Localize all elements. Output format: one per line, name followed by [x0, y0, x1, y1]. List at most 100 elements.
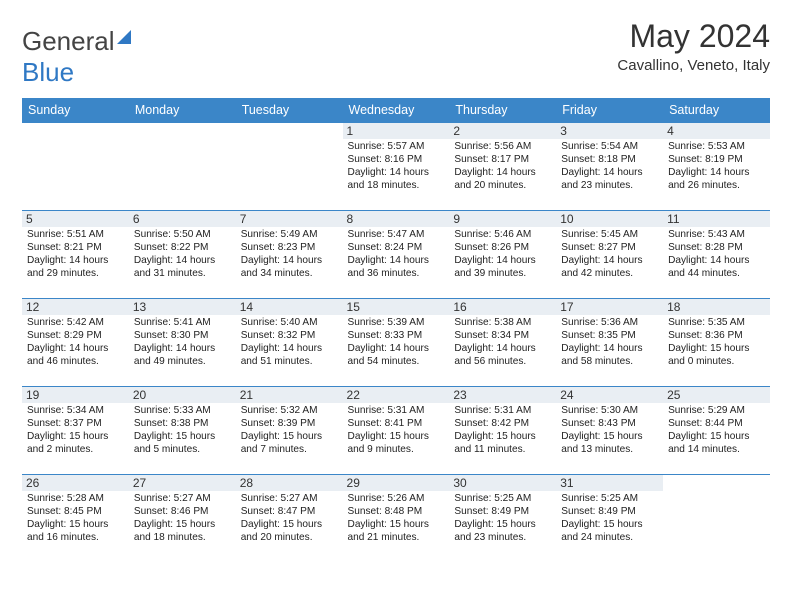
sunrise-text: Sunrise: 5:34 AM — [27, 405, 124, 418]
sunrise-text: Sunrise: 5:25 AM — [561, 493, 658, 506]
daylight-text: Daylight: 14 hours and 44 minutes. — [668, 255, 765, 281]
day-detail: Sunrise: 5:50 AMSunset: 8:22 PMDaylight:… — [134, 229, 231, 281]
day-number: 19 — [22, 387, 129, 403]
calendar-cell: 21Sunrise: 5:32 AMSunset: 8:39 PMDayligh… — [236, 387, 343, 475]
daylight-text: Daylight: 14 hours and 54 minutes. — [348, 343, 445, 369]
day-number: 25 — [663, 387, 770, 403]
location-subtitle: Cavallino, Veneto, Italy — [617, 57, 770, 74]
calendar-cell: 10Sunrise: 5:45 AMSunset: 8:27 PMDayligh… — [556, 211, 663, 299]
daylight-text: Daylight: 14 hours and 42 minutes. — [561, 255, 658, 281]
sunrise-text: Sunrise: 5:42 AM — [27, 317, 124, 330]
daylight-text: Daylight: 15 hours and 9 minutes. — [348, 431, 445, 457]
sunset-text: Sunset: 8:44 PM — [668, 418, 765, 431]
day-number: 7 — [236, 211, 343, 227]
calendar-cell: 25 Sunrise: 5:29 AMSunset: 8:44 PMDayligh… — [663, 387, 770, 475]
calendar-cell: 4Sunrise: 5:53 AMSunset: 8:19 PMDaylight… — [663, 123, 770, 211]
daylight-text: Daylight: 14 hours and 58 minutes. — [561, 343, 658, 369]
title-block: May 2024 Cavallino, Veneto, Italy — [617, 18, 770, 74]
day-detail: Sunrise: 5:28 AMSunset: 8:45 PMDaylight:… — [27, 493, 124, 545]
day-number: 27 — [129, 475, 236, 491]
sunrise-text: Sunrise: 5:40 AM — [241, 317, 338, 330]
calendar-cell: 27Sunrise: 5:27 AMSunset: 8:46 PMDayligh… — [129, 475, 236, 563]
daylight-text: Daylight: 14 hours and 18 minutes. — [348, 167, 445, 193]
sunset-text: Sunset: 8:24 PM — [348, 242, 445, 255]
sunset-text: Sunset: 8:27 PM — [561, 242, 658, 255]
day-number: 11 — [663, 211, 770, 227]
day-number: 23 — [449, 387, 556, 403]
day-number: 22 — [343, 387, 450, 403]
day-number: 10 — [556, 211, 663, 227]
sunset-text: Sunset: 8:30 PM — [134, 330, 231, 343]
calendar-cell — [236, 123, 343, 211]
sunrise-text: Sunrise: 5:38 AM — [454, 317, 551, 330]
sunrise-text: Sunrise: 5:33 AM — [134, 405, 231, 418]
daylight-text: Daylight: 14 hours and 36 minutes. — [348, 255, 445, 281]
day-number: 16 — [449, 299, 556, 315]
sunrise-text: Sunrise: 5:27 AM — [241, 493, 338, 506]
logo: General Blue — [22, 18, 131, 88]
day-detail: Sunrise: 5:46 AMSunset: 8:26 PMDaylight:… — [454, 229, 551, 281]
calendar-cell: 16Sunrise: 5:38 AMSunset: 8:34 PMDayligh… — [449, 299, 556, 387]
sunrise-text: Sunrise: 5:54 AM — [561, 141, 658, 154]
calendar-cell: 28Sunrise: 5:27 AMSunset: 8:47 PMDayligh… — [236, 475, 343, 563]
day-number: 8 — [343, 211, 450, 227]
sunset-text: Sunset: 8:18 PM — [561, 154, 658, 167]
sunset-text: Sunset: 8:19 PM — [668, 154, 765, 167]
daylight-text: Daylight: 15 hours and 2 minutes. — [27, 431, 124, 457]
day-header: Saturday — [663, 98, 770, 123]
calendar-cell: 30Sunrise: 5:25 AMSunset: 8:49 PMDayligh… — [449, 475, 556, 563]
day-number: 31 — [556, 475, 663, 491]
calendar-week: 26Sunrise: 5:28 AMSunset: 8:45 PMDayligh… — [22, 475, 770, 563]
calendar-page: General Blue May 2024 Cavallino, Veneto,… — [0, 0, 792, 575]
logo-text: General Blue — [22, 26, 131, 87]
sunrise-text: Sunrise: 5:57 AM — [348, 141, 445, 154]
sunset-text: Sunset: 8:48 PM — [348, 506, 445, 519]
sunset-text: Sunset: 8:37 PM — [27, 418, 124, 431]
sunrise-text: Sunrise: 5:36 AM — [561, 317, 658, 330]
sunrise-text: Sunrise: 5:46 AM — [454, 229, 551, 242]
day-number: 28 — [236, 475, 343, 491]
calendar-week: 1 Sunrise: 5:57 AMSunset: 8:16 PMDaylight… — [22, 123, 770, 211]
day-detail: Sunrise: 5:57 AMSunset: 8:16 PMDaylight:… — [348, 141, 445, 193]
day-number: 17 — [556, 299, 663, 315]
sunrise-text: Sunrise: 5:49 AM — [241, 229, 338, 242]
calendar-cell: 19 Sunrise: 5:34 AMSunset: 8:37 PMDayligh… — [22, 387, 129, 475]
daylight-text: Daylight: 14 hours and 26 minutes. — [668, 167, 765, 193]
day-detail: Sunrise: 5:40 AMSunset: 8:32 PMDaylight:… — [241, 317, 338, 369]
sunrise-text: Sunrise: 5:35 AM — [668, 317, 765, 330]
day-detail: Sunrise: 5:34 AMSunset: 8:37 PMDaylight:… — [27, 405, 124, 457]
sunset-text: Sunset: 8:38 PM — [134, 418, 231, 431]
daylight-text: Daylight: 14 hours and 23 minutes. — [561, 167, 658, 193]
daylight-text: Daylight: 15 hours and 24 minutes. — [561, 519, 658, 545]
day-number: 1 — [343, 123, 450, 139]
sunrise-text: Sunrise: 5:25 AM — [454, 493, 551, 506]
sunset-text: Sunset: 8:26 PM — [454, 242, 551, 255]
calendar-cell: 23 Sunrise: 5:31 AMSunset: 8:42 PMDayligh… — [449, 387, 556, 475]
calendar-head: SundayMondayTuesdayWednesdayThursdayFrid… — [22, 98, 770, 123]
calendar-cell: 5Sunrise: 5:51 AMSunset: 8:21 PMDaylight… — [22, 211, 129, 299]
daylight-text: Daylight: 14 hours and 46 minutes. — [27, 343, 124, 369]
sunset-text: Sunset: 8:21 PM — [27, 242, 124, 255]
sunrise-text: Sunrise: 5:29 AM — [668, 405, 765, 418]
day-number: 18 — [663, 299, 770, 315]
page-header: General Blue May 2024 Cavallino, Veneto,… — [22, 18, 770, 88]
sunrise-text: Sunrise: 5:30 AM — [561, 405, 658, 418]
day-detail: Sunrise: 5:36 AMSunset: 8:35 PMDaylight:… — [561, 317, 658, 369]
sunset-text: Sunset: 8:33 PM — [348, 330, 445, 343]
day-header: Monday — [129, 98, 236, 123]
day-number: 29 — [343, 475, 450, 491]
day-number: 3 — [556, 123, 663, 139]
day-header: Thursday — [449, 98, 556, 123]
calendar-cell: 1 Sunrise: 5:57 AMSunset: 8:16 PMDaylight… — [343, 123, 450, 211]
calendar-cell: 18Sunrise: 5:35 AMSunset: 8:36 PMDayligh… — [663, 299, 770, 387]
day-detail: Sunrise: 5:25 AMSunset: 8:49 PMDaylight:… — [561, 493, 658, 545]
logo-word-2: Blue — [22, 57, 74, 87]
sunrise-text: Sunrise: 5:41 AM — [134, 317, 231, 330]
daylight-text: Daylight: 14 hours and 34 minutes. — [241, 255, 338, 281]
calendar-cell: 7Sunrise: 5:49 AMSunset: 8:23 PMDaylight… — [236, 211, 343, 299]
day-detail: Sunrise: 5:30 AMSunset: 8:43 PMDaylight:… — [561, 405, 658, 457]
daylight-text: Daylight: 15 hours and 14 minutes. — [668, 431, 765, 457]
day-detail: Sunrise: 5:31 AMSunset: 8:42 PMDaylight:… — [454, 405, 551, 457]
day-number: 4 — [663, 123, 770, 139]
daylight-text: Daylight: 15 hours and 11 minutes. — [454, 431, 551, 457]
